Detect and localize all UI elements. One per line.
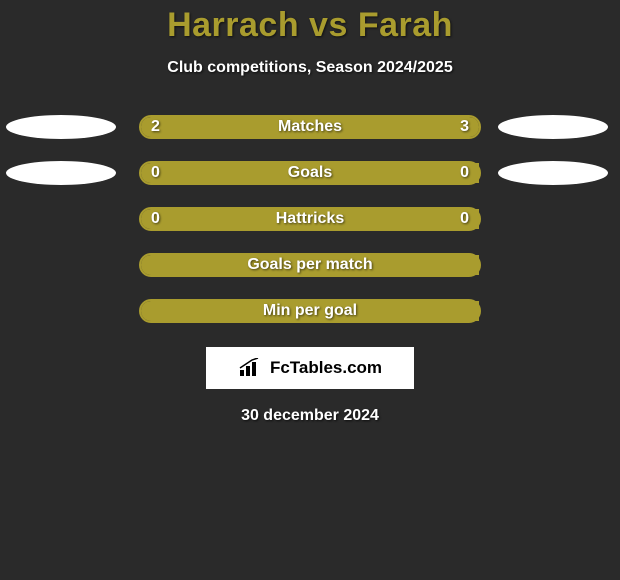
- stat-rows: 2 Matches 3 0 Goals 0 0 Hattricks: [0, 115, 620, 323]
- stat-label: Goals per match: [247, 256, 372, 274]
- stat-bar: 0 Hattricks 0: [139, 207, 481, 231]
- comparison-card: Harrach vs Farah Club competitions, Seas…: [0, 0, 620, 425]
- stat-row-goals: 0 Goals 0: [0, 161, 620, 185]
- stat-right-value: 0: [460, 164, 469, 182]
- stat-label: Matches: [278, 118, 342, 136]
- stat-bar: 2 Matches 3: [139, 115, 481, 139]
- bar-fill-left: [141, 117, 276, 137]
- stat-row-min-per-goal: Min per goal: [0, 299, 620, 323]
- stat-row-matches: 2 Matches 3: [0, 115, 620, 139]
- stat-bar: 0 Goals 0: [139, 161, 481, 185]
- stat-row-goals-per-match: Goals per match: [0, 253, 620, 277]
- stat-row-hattricks: 0 Hattricks 0: [0, 207, 620, 231]
- stat-left-value: 0: [151, 210, 160, 228]
- stat-label: Min per goal: [263, 302, 357, 320]
- player-indicator-left: [6, 115, 116, 139]
- page-title: Harrach vs Farah: [167, 6, 453, 45]
- player-indicator-right: [498, 161, 608, 185]
- stat-left-value: 2: [151, 118, 160, 136]
- stat-bar: Min per goal: [139, 299, 481, 323]
- stat-label: Goals: [288, 164, 332, 182]
- logo-text: FcTables.com: [270, 358, 382, 378]
- stat-label: Hattricks: [276, 210, 344, 228]
- source-logo: FcTables.com: [206, 347, 414, 389]
- player-indicator-left: [6, 161, 116, 185]
- stat-left-value: 0: [151, 164, 160, 182]
- stat-right-value: 0: [460, 210, 469, 228]
- chart-icon: [238, 358, 266, 378]
- player-indicator-right: [498, 115, 608, 139]
- date-text: 30 december 2024: [241, 407, 379, 425]
- subtitle: Club competitions, Season 2024/2025: [167, 59, 452, 77]
- stat-bar: Goals per match: [139, 253, 481, 277]
- stat-right-value: 3: [460, 118, 469, 136]
